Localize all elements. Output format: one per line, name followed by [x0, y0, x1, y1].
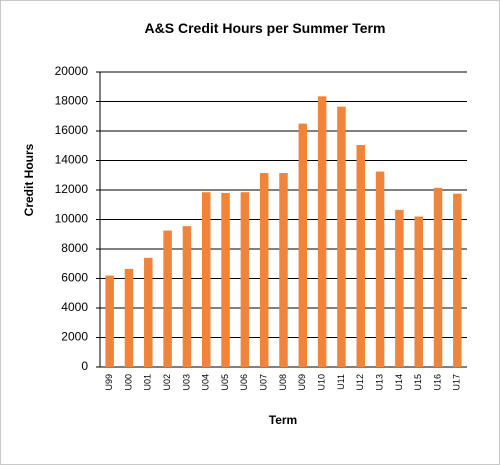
y-tick-label: 16000	[55, 123, 89, 137]
x-tick-label: U00	[123, 374, 133, 391]
bar	[105, 275, 114, 367]
bar	[259, 173, 269, 367]
y-tick-label: 20000	[55, 64, 89, 78]
x-axis-label: Term	[269, 413, 297, 427]
x-tick-label: U10	[317, 374, 327, 391]
bar	[356, 145, 366, 367]
bar	[298, 123, 308, 367]
x-tick-label: U02	[162, 374, 172, 391]
bar	[124, 268, 134, 367]
x-tick-label: U17	[452, 374, 462, 391]
bar	[433, 187, 443, 367]
x-tick-label: U07	[259, 374, 269, 391]
x-tick-label: U09	[297, 374, 307, 391]
chart-title: A&S Credit Hours per Summer Term	[145, 20, 386, 36]
y-tick-label: 12000	[55, 182, 89, 196]
bar	[182, 226, 192, 367]
x-tick-label: U05	[220, 374, 230, 391]
x-tick-label: U16	[432, 374, 442, 391]
bar	[279, 173, 288, 367]
bar	[221, 192, 230, 367]
x-tick-label: U15	[413, 374, 423, 391]
bar	[163, 230, 172, 367]
y-tick-label: 8000	[61, 241, 88, 255]
bar	[240, 192, 250, 367]
x-tick-label: U12	[355, 374, 365, 391]
y-tick-label: 14000	[55, 153, 89, 167]
bar	[414, 216, 423, 367]
y-tick-label: 18000	[55, 94, 89, 108]
bar	[375, 171, 385, 367]
x-tick-label: U14	[394, 374, 404, 391]
x-tick-label: U13	[374, 374, 384, 391]
bar	[201, 192, 211, 367]
bar	[337, 106, 346, 367]
x-tick-label: U08	[278, 374, 288, 391]
bar	[317, 96, 327, 368]
y-axis-label: Credit Hours	[22, 143, 36, 216]
bar	[453, 193, 462, 367]
x-tick-label: U11	[336, 374, 346, 390]
x-tick-label: U03	[181, 374, 191, 391]
y-tick-label: 10000	[55, 212, 89, 226]
bar	[144, 257, 153, 367]
x-tick-label: U99	[104, 374, 114, 391]
y-tick-label: 4000	[61, 300, 88, 314]
y-tick-label: 0	[81, 359, 88, 373]
bar	[395, 209, 404, 367]
x-tick-label: U06	[239, 374, 249, 391]
y-tick-label: 6000	[61, 271, 88, 285]
y-tick-label: 2000	[61, 330, 88, 344]
x-tick-label: U04	[201, 374, 211, 391]
x-tick-label: U01	[143, 374, 153, 391]
